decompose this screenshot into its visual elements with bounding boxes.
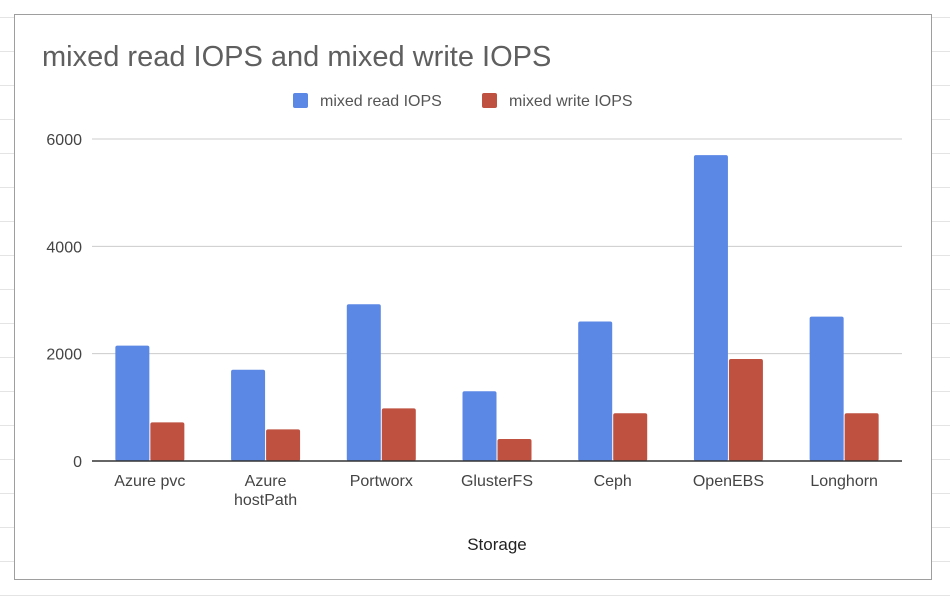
chart-frame [14, 14, 932, 580]
bar-read [578, 321, 613, 461]
x-tick-label: Ceph [594, 473, 632, 490]
legend-label: mixed write IOPS [509, 93, 633, 110]
y-tick-label: 0 [73, 454, 82, 471]
bar-write [381, 408, 416, 461]
legend-swatch [293, 93, 308, 108]
bar-read [115, 345, 150, 461]
x-tick-label: OpenEBS [693, 473, 764, 490]
bar-write [728, 359, 763, 461]
bar-write [150, 422, 185, 461]
x-tick-label: Portworx [350, 473, 413, 490]
bar-write [613, 413, 648, 461]
bar-read [346, 304, 381, 461]
x-tick-label: Azure hostPath [234, 473, 297, 509]
bar-write [844, 413, 879, 461]
bar-read [462, 391, 497, 461]
chart-title: mixed read IOPS and mixed write IOPS [42, 41, 552, 73]
y-tick-label: 6000 [46, 132, 82, 149]
y-tick-label: 4000 [46, 239, 82, 256]
bar-read [809, 316, 844, 461]
bar-write [497, 438, 532, 461]
x-tick-label: Azure pvc [114, 473, 185, 490]
legend-swatch [482, 93, 497, 108]
bar-write [266, 429, 301, 461]
bar-read [693, 155, 728, 461]
x-tick-label: Longhorn [810, 473, 878, 490]
x-tick-label: GlusterFS [461, 473, 533, 490]
y-tick-label: 2000 [46, 347, 82, 364]
x-axis-title: Storage [467, 535, 527, 554]
legend-label: mixed read IOPS [320, 93, 442, 110]
bar-read [231, 369, 266, 461]
